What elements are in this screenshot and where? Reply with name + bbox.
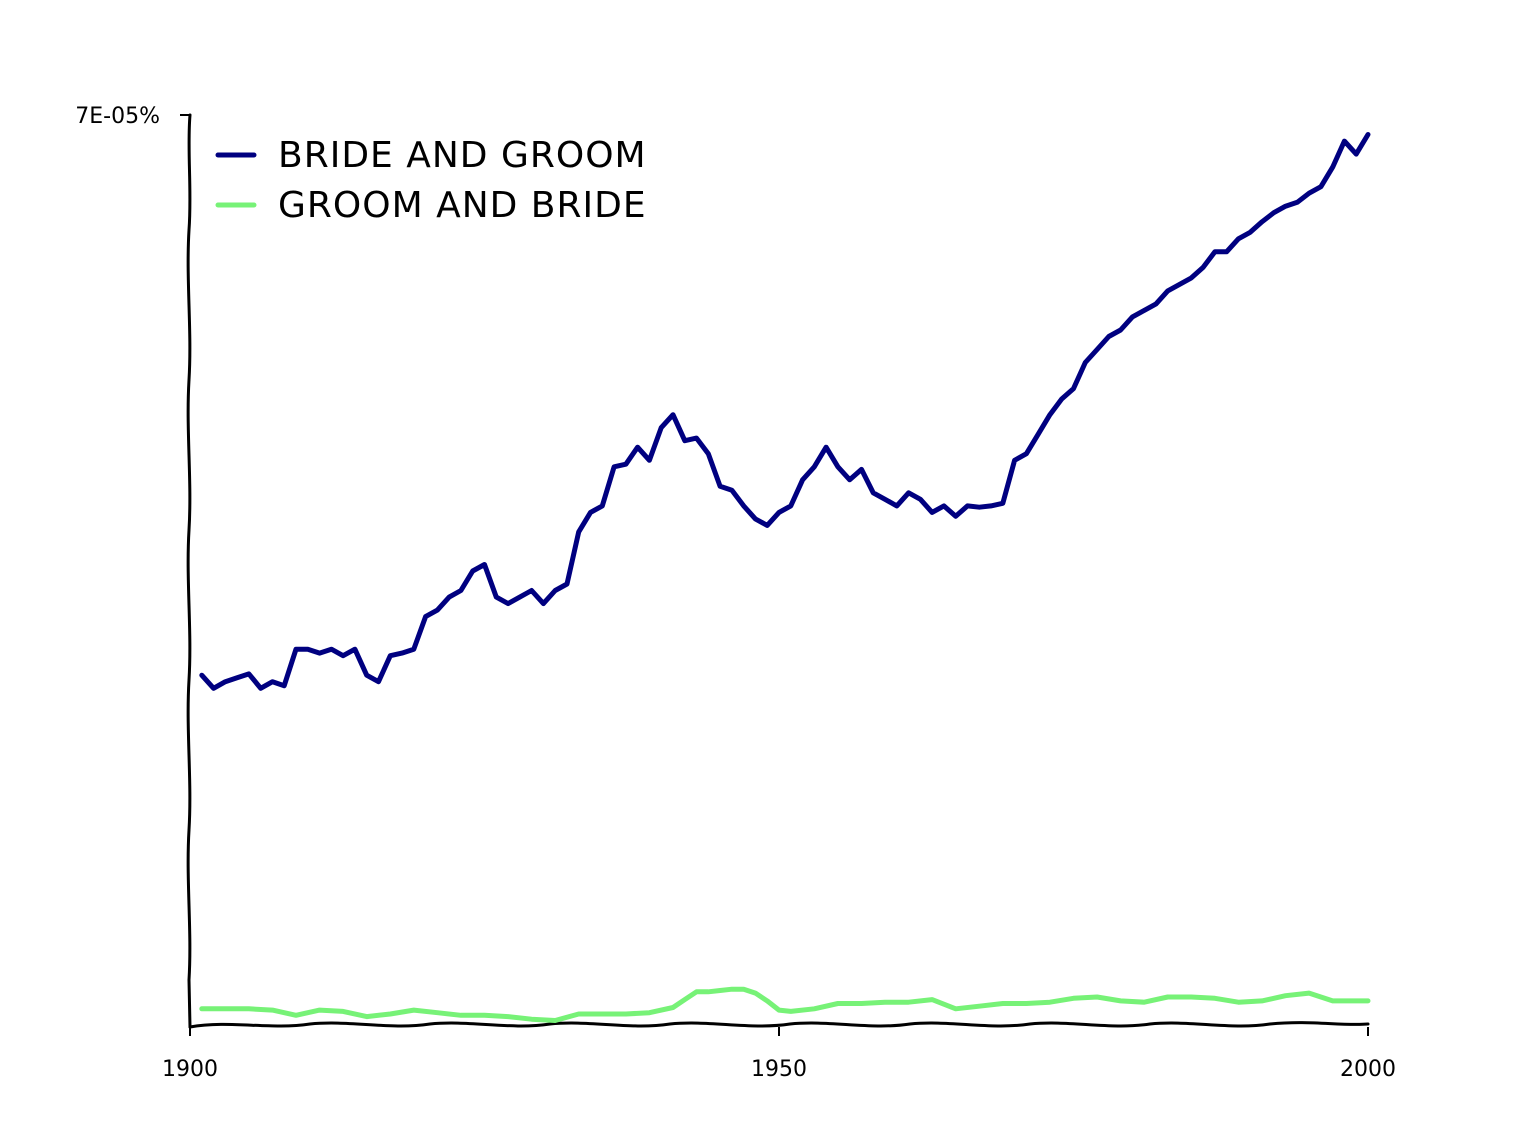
x-tick-label-2000: 2000 xyxy=(1340,1057,1396,1082)
legend: BRIDE AND GROOM GROOM AND BRIDE xyxy=(215,135,647,226)
legend-label-bride-and-groom: BRIDE AND GROOM xyxy=(278,135,647,176)
x-tick-label-1900: 1900 xyxy=(162,1057,218,1082)
series-line-groom-and-bride xyxy=(199,986,1371,1023)
legend-label-groom-and-bride: GROOM AND BRIDE xyxy=(278,185,647,226)
x-axis xyxy=(188,1021,1370,1029)
y-tick-label-top: 7E-05% xyxy=(75,104,160,129)
x-tick-label-1950: 1950 xyxy=(751,1057,807,1082)
series-layer xyxy=(199,132,1371,1023)
series-line-bride-and-groom xyxy=(199,132,1371,691)
x-ticks: 1900 1950 2000 xyxy=(162,1027,1396,1082)
y-axis xyxy=(186,113,192,1029)
